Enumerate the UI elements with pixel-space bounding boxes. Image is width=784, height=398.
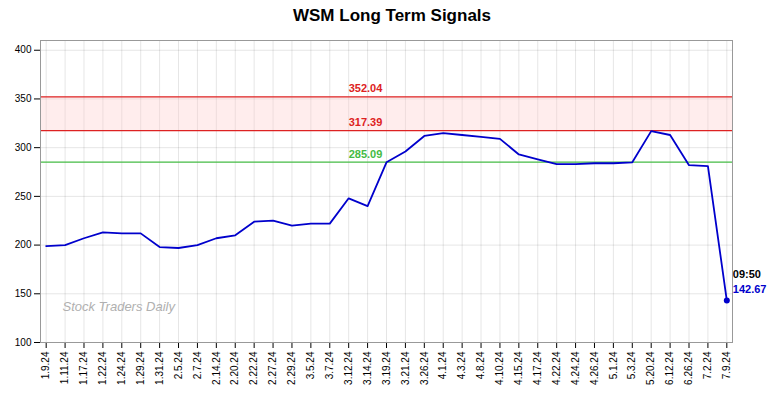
svg-text:352.04: 352.04: [349, 82, 384, 94]
svg-text:285.09: 285.09: [349, 148, 383, 160]
svg-text:4.26.24: 4.26.24: [589, 351, 600, 385]
svg-text:4.24.24: 4.24.24: [570, 351, 581, 385]
html-text:WSM Long Term Signals: WSM Long Term Signals: [293, 6, 491, 25]
svg-text:200: 200: [15, 239, 32, 250]
svg-text:3.14.24: 3.14.24: [362, 351, 373, 385]
svg-text:4.22.24: 4.22.24: [551, 351, 562, 385]
svg-text:09:50: 09:50: [733, 268, 761, 280]
svg-text:1.11.24: 1.11.24: [59, 351, 70, 384]
svg-text:1.24.24: 1.24.24: [116, 351, 127, 385]
svg-text:2.14.24: 2.14.24: [211, 351, 222, 385]
svg-text:4.15.24: 4.15.24: [513, 351, 524, 385]
svg-text:7.2.24: 7.2.24: [702, 351, 713, 379]
svg-text:4.3.24: 4.3.24: [456, 351, 467, 379]
svg-text:6.26.24: 6.26.24: [683, 351, 694, 385]
svg-text:1.17.24: 1.17.24: [78, 351, 89, 385]
svg-text:300: 300: [15, 142, 32, 153]
svg-text:1.9.24: 1.9.24: [40, 351, 51, 379]
svg-text:3.26.24: 3.26.24: [419, 351, 430, 385]
svg-text:142.67: 142.67: [733, 283, 767, 295]
svg-text:6.12.24: 6.12.24: [664, 351, 675, 385]
svg-text:100: 100: [15, 337, 32, 348]
svg-text:400: 400: [15, 44, 32, 55]
svg-text:2.29.24: 2.29.24: [286, 351, 297, 385]
svg-text:2.27.24: 2.27.24: [267, 351, 278, 385]
svg-text:150: 150: [15, 288, 32, 299]
svg-text:5.1.24: 5.1.24: [608, 351, 619, 379]
svg-text:2.20.24: 2.20.24: [229, 351, 240, 385]
svg-text:Stock Traders Daily: Stock Traders Daily: [63, 299, 177, 314]
svg-text:4.1.24: 4.1.24: [437, 351, 448, 379]
svg-text:5.3.24: 5.3.24: [626, 351, 637, 379]
svg-text:1.22.24: 1.22.24: [97, 351, 108, 385]
svg-text:2.7.24: 2.7.24: [192, 351, 203, 379]
svg-text:5.20.24: 5.20.24: [645, 351, 656, 385]
svg-text:2.22.24: 2.22.24: [248, 351, 259, 385]
svg-text:3.12.24: 3.12.24: [343, 351, 354, 385]
svg-text:1.31.24: 1.31.24: [154, 351, 165, 385]
svg-text:3.21.24: 3.21.24: [400, 351, 411, 385]
svg-text:7.9.24: 7.9.24: [721, 351, 732, 379]
svg-text:4.10.24: 4.10.24: [494, 351, 505, 385]
svg-text:4.17.24: 4.17.24: [532, 351, 543, 385]
svg-text:317.39: 317.39: [349, 116, 383, 128]
svg-text:1.29.24: 1.29.24: [135, 351, 146, 385]
svg-text:3.19.24: 3.19.24: [381, 351, 392, 385]
svg-text:3.7.24: 3.7.24: [324, 351, 335, 379]
svg-text:4.8.24: 4.8.24: [475, 351, 486, 379]
svg-text:250: 250: [15, 191, 32, 202]
svg-text:3.5.24: 3.5.24: [305, 351, 316, 379]
svg-text:2.5.24: 2.5.24: [173, 351, 184, 379]
svg-text:350: 350: [15, 93, 32, 104]
